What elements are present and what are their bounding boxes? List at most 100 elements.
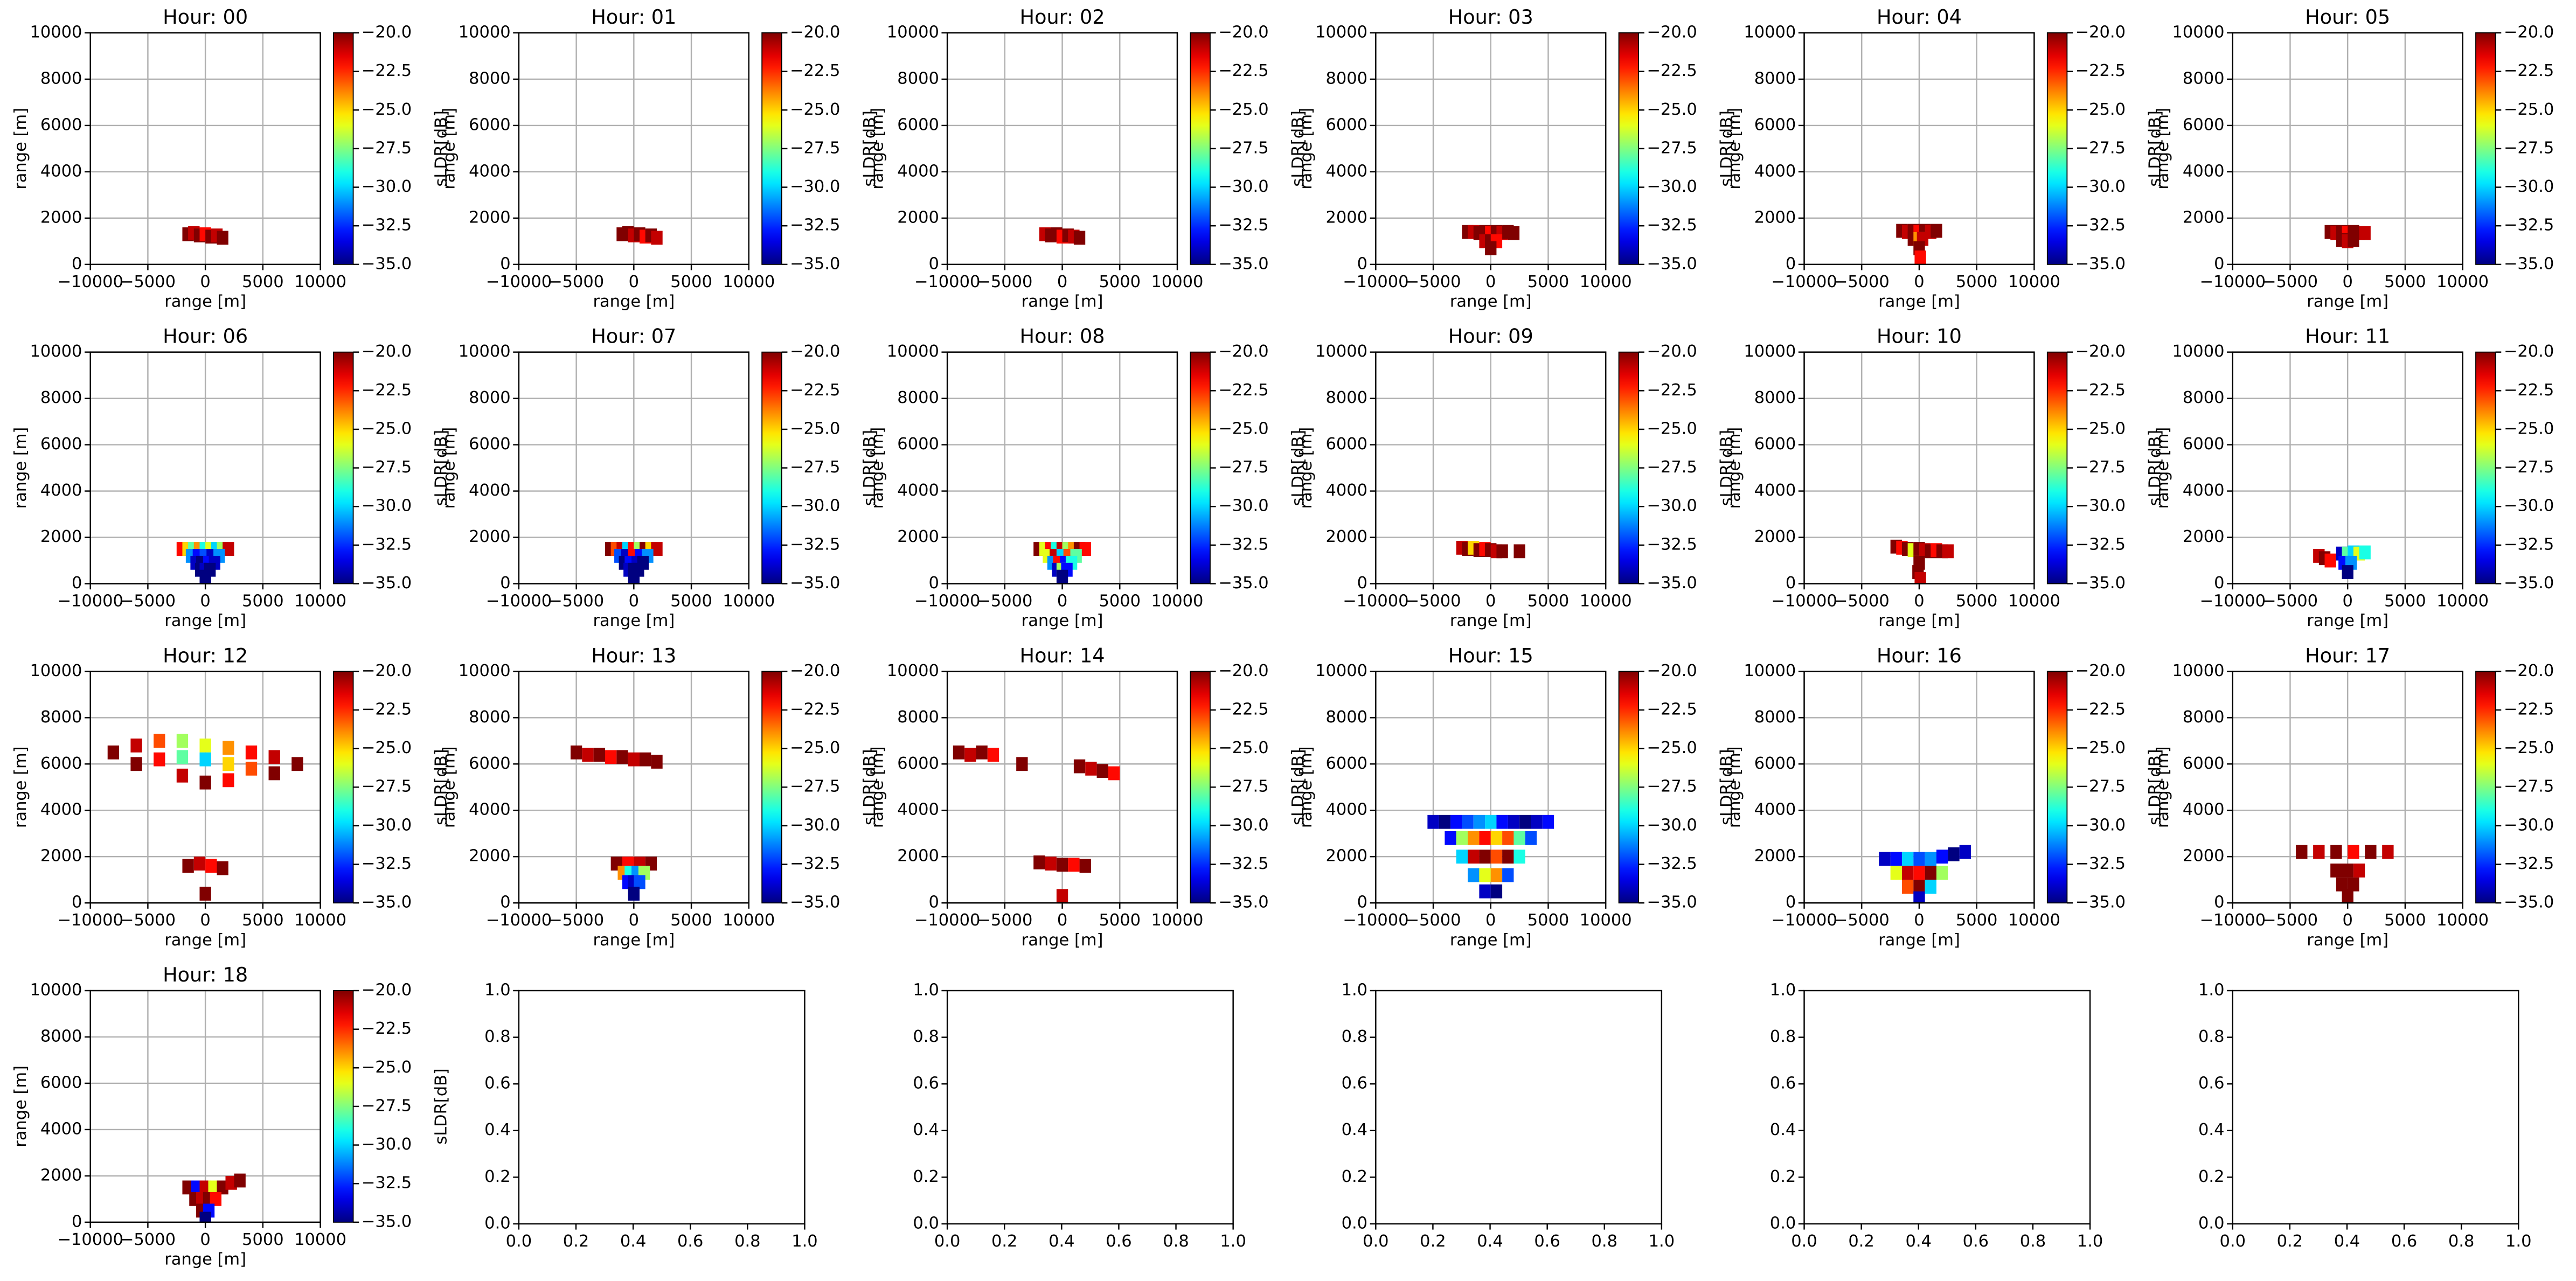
data-cell xyxy=(176,734,189,748)
colorbar-tick-label: −30.0 xyxy=(1647,816,1697,834)
y-axis-label: range [m] xyxy=(440,108,459,190)
data-cell xyxy=(154,752,165,767)
y-tick-label: 8000 xyxy=(1754,708,1796,727)
colorbar-tick-label: −35.0 xyxy=(362,893,412,912)
x-tick-label: 0 xyxy=(1914,273,1924,291)
data-layer xyxy=(953,745,1120,903)
data-cell xyxy=(1925,852,1936,866)
x-tick-label: −5000 xyxy=(120,273,176,291)
data-cell xyxy=(964,748,976,762)
data-cell xyxy=(210,1192,222,1206)
x-tick-label: 0.2 xyxy=(1420,1232,1446,1251)
data-cell xyxy=(199,775,211,790)
colorbar-tick-label: −22.5 xyxy=(1647,61,1697,80)
data-cell xyxy=(1914,250,1926,264)
colorbar-tick-label: −27.5 xyxy=(2504,458,2554,477)
colorbar-tick-label: −20.0 xyxy=(362,662,412,680)
x-tick-label: 0 xyxy=(200,273,210,291)
data-cell xyxy=(1502,831,1514,845)
colorbar-tick-label: −25.0 xyxy=(790,739,840,757)
y-tick-label: 10000 xyxy=(1315,23,1367,41)
colorbar-label: sLDR[dB] xyxy=(2574,749,2576,825)
colorbar-tick-label: −20.0 xyxy=(362,980,412,999)
y-tick-label: 4000 xyxy=(897,481,939,500)
colorbar-tick-label: −27.5 xyxy=(2075,138,2126,157)
colorbar-tick-label: −30.0 xyxy=(2504,816,2554,834)
data-cell xyxy=(953,745,965,760)
panel-title: Hour: 18 xyxy=(163,963,248,986)
x-tick-label: 0 xyxy=(629,592,639,611)
x-tick-label: 0.0 xyxy=(1791,1232,1817,1251)
y-tick-label: 0.0 xyxy=(2198,1214,2224,1233)
x-tick-label: 5000 xyxy=(1099,592,1141,611)
y-tick-label: 10000 xyxy=(2172,23,2225,41)
y-tick-label: 8000 xyxy=(40,388,82,407)
y-tick-label: 0.6 xyxy=(484,1074,510,1093)
data-cell xyxy=(223,757,234,771)
x-tick-label: 10000 xyxy=(723,592,775,611)
axes-frame xyxy=(2232,671,2463,904)
data-layer xyxy=(570,745,663,901)
x-tick-label: −10000 xyxy=(57,911,123,930)
data-cell xyxy=(2342,889,2353,903)
panel-title: Hour: 10 xyxy=(1877,325,1962,348)
colorbar xyxy=(1618,32,1640,265)
x-tick-label: 0 xyxy=(1485,273,1496,291)
data-layer xyxy=(1427,814,1554,899)
x-tick-label: −10000 xyxy=(1771,592,1837,611)
data-cell xyxy=(605,750,617,764)
data-cell xyxy=(1468,850,1480,864)
x-axis-label: range [m] xyxy=(593,292,675,311)
data-cell xyxy=(1056,569,1068,584)
x-tick-label: 5000 xyxy=(1527,911,1570,930)
y-tick-label: 10000 xyxy=(1315,342,1367,361)
y-tick-label: 4000 xyxy=(1754,800,1796,819)
axes-frame xyxy=(1375,32,1607,266)
data-cell xyxy=(1931,224,1942,238)
colorbar-tick-label: −27.5 xyxy=(790,777,840,796)
y-tick-label: 2000 xyxy=(2183,847,2225,866)
x-tick-label: 0.4 xyxy=(2334,1232,2360,1251)
colorbar-label: sLDR[dB] xyxy=(2146,110,2165,186)
colorbar-tick-label: −27.5 xyxy=(362,138,412,157)
x-tick-label: −10000 xyxy=(57,273,123,291)
data-cell xyxy=(1913,891,1925,903)
axes-frame xyxy=(2232,990,2519,1225)
y-tick-label: 8000 xyxy=(1326,388,1368,407)
data-cell xyxy=(1496,544,1508,559)
colorbar-tick-label: −25.0 xyxy=(1218,100,1268,119)
colorbar-tick-label: −20.0 xyxy=(1218,23,1268,41)
data-layer xyxy=(2313,545,2371,579)
y-tick-label: 0.2 xyxy=(1770,1167,1796,1186)
y-tick-label: 8000 xyxy=(40,708,82,727)
colorbar-tick-label: −20.0 xyxy=(2504,662,2554,680)
colorbar xyxy=(2046,671,2068,904)
colorbar-tick-label: −32.5 xyxy=(2504,535,2554,554)
y-axis-label: range [m] xyxy=(11,427,30,509)
x-tick-label: 5000 xyxy=(670,592,712,611)
colorbar-tick-label: −30.0 xyxy=(1647,497,1697,516)
data-layer xyxy=(1462,225,1520,255)
y-tick-label: 6000 xyxy=(1326,435,1368,454)
x-tick-label: −10000 xyxy=(1343,592,1408,611)
x-tick-label: 10000 xyxy=(294,273,346,291)
x-tick-label: 10000 xyxy=(1151,592,1204,611)
colorbar xyxy=(2046,351,2068,584)
x-tick-label: 5000 xyxy=(242,592,284,611)
data-layer xyxy=(616,226,663,245)
y-tick-label: 4000 xyxy=(40,800,82,819)
x-tick-label: −5000 xyxy=(1834,273,1890,291)
colorbar-tick-label: −27.5 xyxy=(2504,138,2554,157)
data-cell xyxy=(2342,565,2353,579)
y-tick-label: 0 xyxy=(500,254,510,273)
data-cell xyxy=(1531,814,1543,829)
x-tick-label: 1.0 xyxy=(1220,1232,1246,1251)
panel-title: Hour: 04 xyxy=(1877,5,1962,29)
y-tick-label: 6000 xyxy=(469,115,511,134)
data-cell xyxy=(193,857,206,871)
y-tick-label: 8000 xyxy=(40,69,82,88)
colorbar-tick-label: −27.5 xyxy=(1647,458,1697,477)
colorbar-tick-label: −25.0 xyxy=(1647,739,1697,757)
colorbar-tick-label: −35.0 xyxy=(1647,893,1697,912)
